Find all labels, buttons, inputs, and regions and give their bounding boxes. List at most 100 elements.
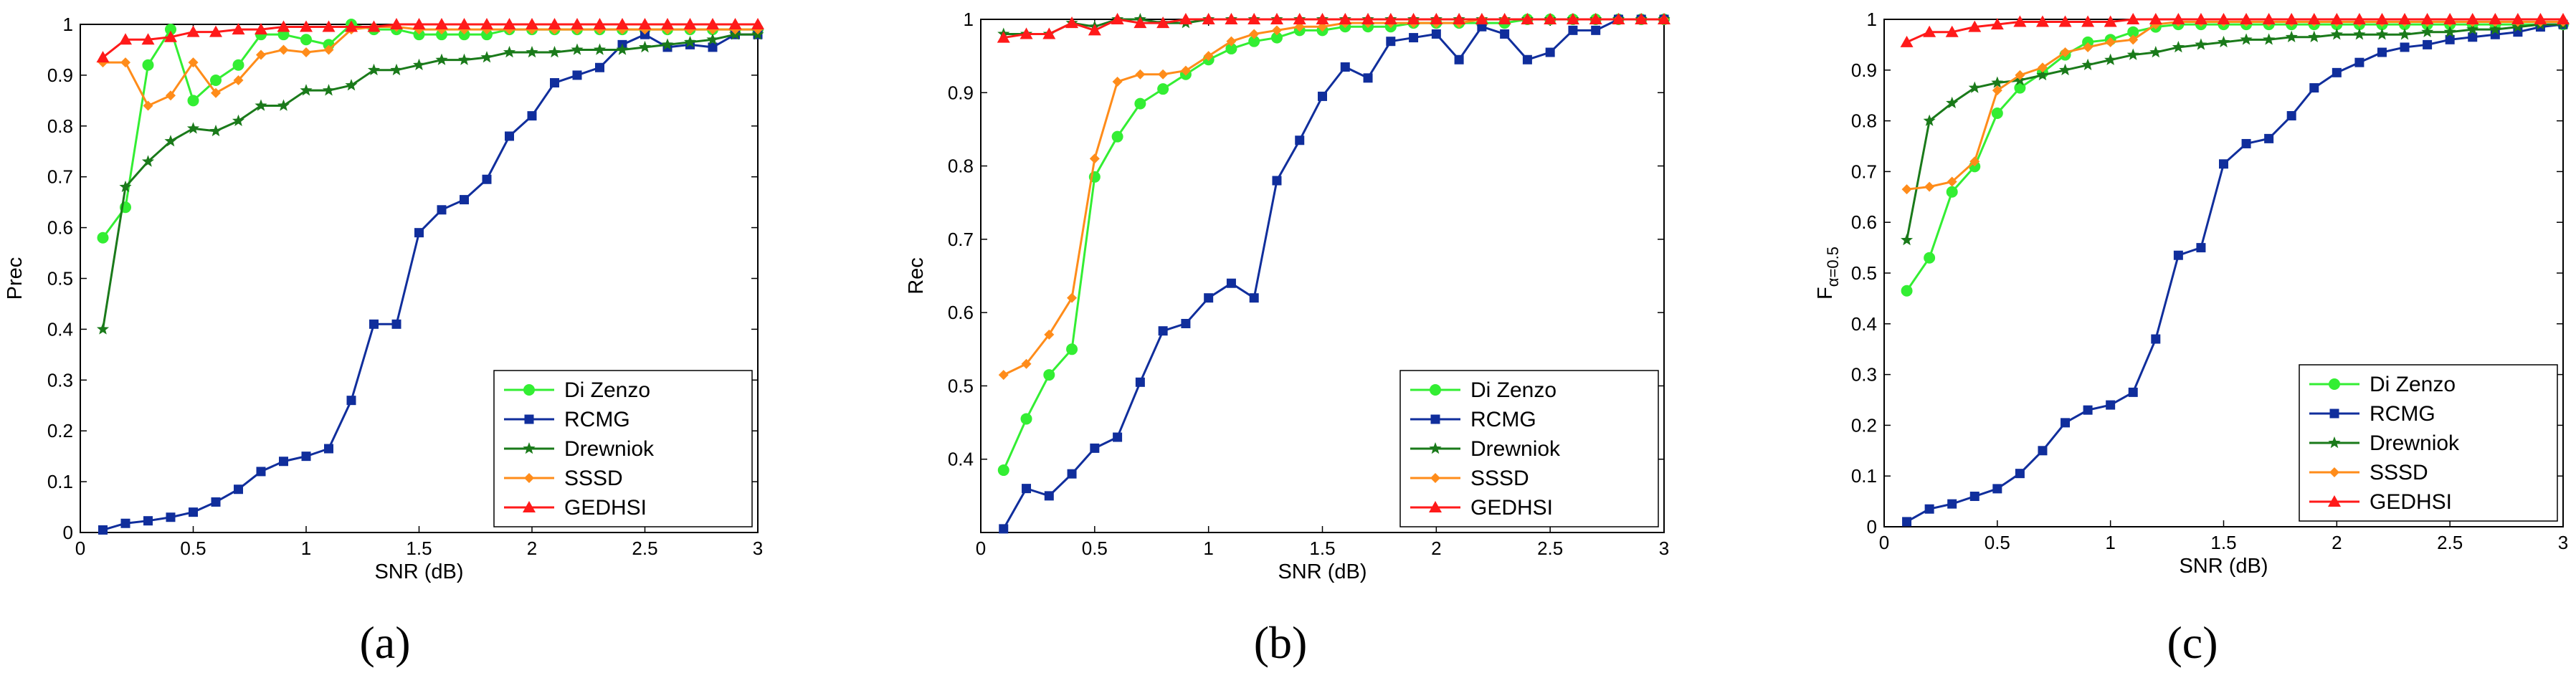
- data-point-rcmg: [2196, 243, 2206, 253]
- data-point-sssd: [1226, 36, 1237, 47]
- series-gedhsi: [96, 18, 764, 63]
- data-point-drewniok: [345, 79, 358, 91]
- series-gedhsi: [1900, 13, 2570, 47]
- data-point-di-zenzo: [210, 74, 222, 86]
- data-point-rcmg: [211, 497, 221, 507]
- data-point-di-zenzo: [1157, 83, 1169, 95]
- data-point-drewniok: [2489, 23, 2501, 35]
- data-point-sssd: [323, 44, 334, 55]
- data-point-drewniok: [2172, 40, 2185, 53]
- legend-swatch-marker: [2328, 495, 2341, 507]
- series-sssd: [998, 14, 1669, 381]
- y-tick-label: 0: [1867, 516, 1877, 538]
- legend-label: RCMG: [2370, 402, 2435, 426]
- data-point-rcmg: [98, 525, 108, 535]
- data-point-gedhsi: [1521, 13, 1534, 24]
- y-tick-label: 0.3: [47, 369, 73, 391]
- legend-swatch-marker: [1429, 501, 1442, 512]
- data-point-gedhsi: [2443, 13, 2457, 24]
- data-point-gedhsi: [1156, 16, 1170, 29]
- legend-entry-di-zenzo: Di Zenzo: [1410, 378, 1556, 402]
- data-point-gedhsi: [345, 20, 358, 32]
- data-point-rcmg: [2083, 405, 2093, 415]
- legend-label: GEDHSI: [564, 496, 647, 520]
- data-point-sssd: [256, 49, 266, 60]
- data-point-drewniok: [526, 46, 538, 58]
- legend-swatch-marker: [2329, 467, 2339, 477]
- data-point-gedhsi: [1900, 35, 1914, 47]
- data-point-di-zenzo: [1066, 343, 1078, 355]
- data-point-drewniok: [209, 124, 222, 137]
- data-point-sssd: [2015, 70, 2025, 80]
- data-point-sssd: [1901, 184, 1912, 195]
- x-axis-label: SNR (dB): [1278, 560, 1367, 583]
- data-point-gedhsi: [1990, 18, 2004, 30]
- data-point-rcmg: [1947, 499, 1957, 509]
- series-line-drewniok: [102, 33, 758, 330]
- legend-entry-rcmg: RCMG: [2309, 402, 2435, 426]
- data-point-gedhsi: [503, 18, 516, 29]
- legend-entry-rcmg: RCMG: [504, 408, 630, 431]
- y-tick-label: 0: [63, 522, 73, 543]
- data-point-drewniok: [457, 53, 471, 65]
- data-point-sssd: [233, 75, 244, 85]
- data-point-drewniok: [232, 114, 245, 126]
- panel-label: (c): [2167, 617, 2218, 668]
- legend-entry-di-zenzo: Di Zenzo: [2309, 373, 2456, 396]
- x-axis-label: SNR (dB): [2179, 555, 2268, 578]
- y-tick-label: 1: [1867, 9, 1877, 30]
- data-point-gedhsi: [1065, 16, 1079, 29]
- data-point-gedhsi: [277, 20, 290, 32]
- data-point-rcmg: [279, 457, 288, 467]
- data-point-rcmg: [120, 518, 130, 528]
- y-tick-label: 0.4: [1851, 313, 1877, 335]
- data-point-rcmg: [1181, 318, 1191, 328]
- data-point-sssd: [1180, 65, 1191, 76]
- y-tick-label: 0.9: [47, 65, 73, 86]
- y-axis-label-subscript: α=0.5: [1824, 247, 1842, 287]
- data-point-rcmg: [1204, 293, 1214, 303]
- data-point-gedhsi: [1498, 13, 1511, 24]
- y-tick-label: 0.2: [47, 420, 73, 441]
- legend-entry-drewniok: Drewniok: [1410, 437, 1561, 461]
- data-point-rcmg: [2173, 250, 2183, 260]
- data-point-gedhsi: [1430, 13, 1443, 24]
- data-point-di-zenzo: [1020, 413, 1032, 425]
- data-point-drewniok: [2308, 30, 2321, 43]
- legend-entry-drewniok: Drewniok: [2309, 431, 2460, 455]
- data-point-drewniok: [390, 63, 403, 76]
- data-point-rcmg: [391, 319, 401, 329]
- data-point-sssd: [1924, 181, 1935, 192]
- data-point-sssd: [278, 44, 289, 55]
- x-tick-label: 1: [2105, 532, 2115, 553]
- data-point-gedhsi: [706, 18, 719, 29]
- x-tick-label: 0: [1879, 532, 1889, 553]
- data-point-rcmg: [2400, 42, 2410, 52]
- data-point-gedhsi: [661, 18, 674, 29]
- data-point-rcmg: [1409, 33, 1419, 43]
- y-tick-label: 0.5: [1851, 262, 1877, 284]
- data-point-rcmg: [1022, 484, 1032, 494]
- data-point-rcmg: [437, 205, 447, 215]
- data-point-gedhsi: [1179, 13, 1192, 24]
- data-point-gedhsi: [1293, 13, 1306, 24]
- data-point-rcmg: [324, 444, 333, 454]
- x-tick-label: 2.5: [1537, 538, 1563, 559]
- data-point-drewniok: [638, 40, 652, 53]
- data-point-di-zenzo: [1043, 369, 1055, 381]
- y-tick-label: 0.7: [948, 229, 974, 250]
- legend-swatch-marker: [1430, 384, 1441, 396]
- x-tick-label: 0.5: [1082, 538, 1108, 559]
- data-point-di-zenzo: [1111, 130, 1123, 143]
- legend-label: GEDHSI: [1470, 496, 1553, 520]
- legend-swatch-marker: [2328, 436, 2341, 449]
- data-point-rcmg: [1226, 278, 1236, 288]
- data-point-di-zenzo: [1946, 186, 1958, 198]
- y-axis-label-main: Prec: [4, 257, 27, 300]
- data-point-gedhsi: [1544, 13, 1557, 24]
- data-point-sssd: [2037, 62, 2048, 73]
- data-point-drewniok: [2353, 28, 2366, 40]
- data-point-drewniok: [571, 43, 584, 55]
- data-point-drewniok: [186, 122, 200, 134]
- data-point-drewniok: [1901, 233, 1914, 246]
